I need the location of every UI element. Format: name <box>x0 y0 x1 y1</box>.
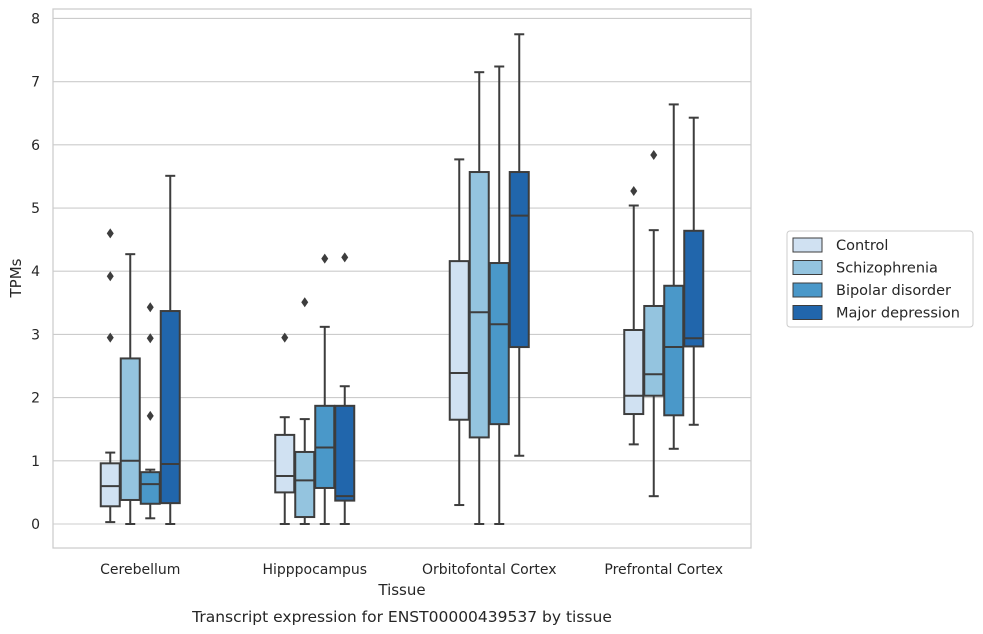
box-body <box>508 171 530 349</box>
y-tick-label: 6 <box>31 138 40 154</box>
y-tick-label: 8 <box>31 11 40 27</box>
box-body <box>274 433 296 494</box>
y-axis-title: TPMs <box>7 258 25 298</box>
x-tick-labels: Cerebellum Hipppocampus Orbitofontal Corte… <box>100 562 723 578</box>
box-body <box>334 404 356 502</box>
legend-label: Schizophrenia <box>836 261 938 277</box>
legend-swatch <box>792 282 823 298</box>
y-tick-labels: 0 1 2 3 4 5 6 7 8 <box>31 11 40 533</box>
x-axis-title: Tissue <box>377 581 425 599</box>
box-body <box>99 462 121 508</box>
box <box>334 252 356 525</box>
outlier-point <box>106 271 114 282</box>
y-tick-label: 7 <box>31 75 40 91</box>
y-tick-label: 3 <box>31 327 40 343</box>
plot-frame <box>52 8 752 549</box>
outlier-point <box>321 253 329 264</box>
y-tick-label: 1 <box>31 454 40 470</box>
y-tick-label: 4 <box>31 264 40 280</box>
outlier-point <box>650 149 658 160</box>
outlier-point <box>146 302 154 313</box>
legend-swatch <box>792 237 823 253</box>
box <box>468 71 490 525</box>
outlier-point <box>341 252 349 263</box>
grid-lines <box>53 17 751 525</box>
y-tick-label: 5 <box>31 201 40 217</box>
x-tick-label: Hipppocampus <box>262 562 367 578</box>
box <box>643 149 665 498</box>
outlier-point <box>106 332 114 343</box>
chart-caption: Transcript expression for ENST0000043953… <box>191 608 612 626</box>
outlier-point <box>106 228 114 239</box>
box <box>119 253 141 525</box>
x-tick-label: Cerebellum <box>100 562 180 578</box>
box <box>274 332 296 525</box>
box <box>683 116 705 426</box>
box <box>448 158 470 507</box>
box <box>488 65 510 525</box>
x-tick-label: Prefrontal Cortex <box>604 562 723 578</box>
outlier-point <box>146 333 154 344</box>
legend-swatch <box>792 305 823 320</box>
box <box>294 297 316 525</box>
box <box>99 228 121 524</box>
legend: Control Schizophrenia Bipolar disorder Majo… <box>786 230 974 328</box>
box <box>139 302 161 520</box>
box-body <box>294 450 316 519</box>
legend-label: Bipolar disorder <box>836 283 951 299</box>
y-tick-label: 0 <box>31 517 40 533</box>
box-body <box>488 262 510 426</box>
box <box>663 103 685 450</box>
box <box>159 174 181 525</box>
outlier-point <box>281 332 289 343</box>
box <box>623 185 645 446</box>
box-body <box>683 229 705 348</box>
box-series <box>99 33 705 525</box>
outlier-point <box>146 410 154 421</box>
box-body <box>643 304 665 397</box>
box <box>314 253 336 525</box>
legend-swatch <box>792 260 823 275</box>
box-body <box>468 171 490 439</box>
legend-label: Control <box>836 238 888 254</box>
box-body <box>623 328 645 416</box>
legend-label: Major depression <box>836 306 960 322</box>
box-body <box>159 310 181 505</box>
legend-frame <box>786 230 974 328</box>
outlier-point <box>301 297 309 308</box>
y-tick-label: 2 <box>31 391 40 407</box>
box-body <box>663 284 685 417</box>
box-body <box>139 471 161 505</box>
outlier-point <box>630 185 638 196</box>
box-body <box>119 357 141 501</box>
x-tick-label: Orbitofontal Cortex <box>422 562 557 578</box>
box <box>508 33 530 457</box>
box-body <box>448 260 470 421</box>
